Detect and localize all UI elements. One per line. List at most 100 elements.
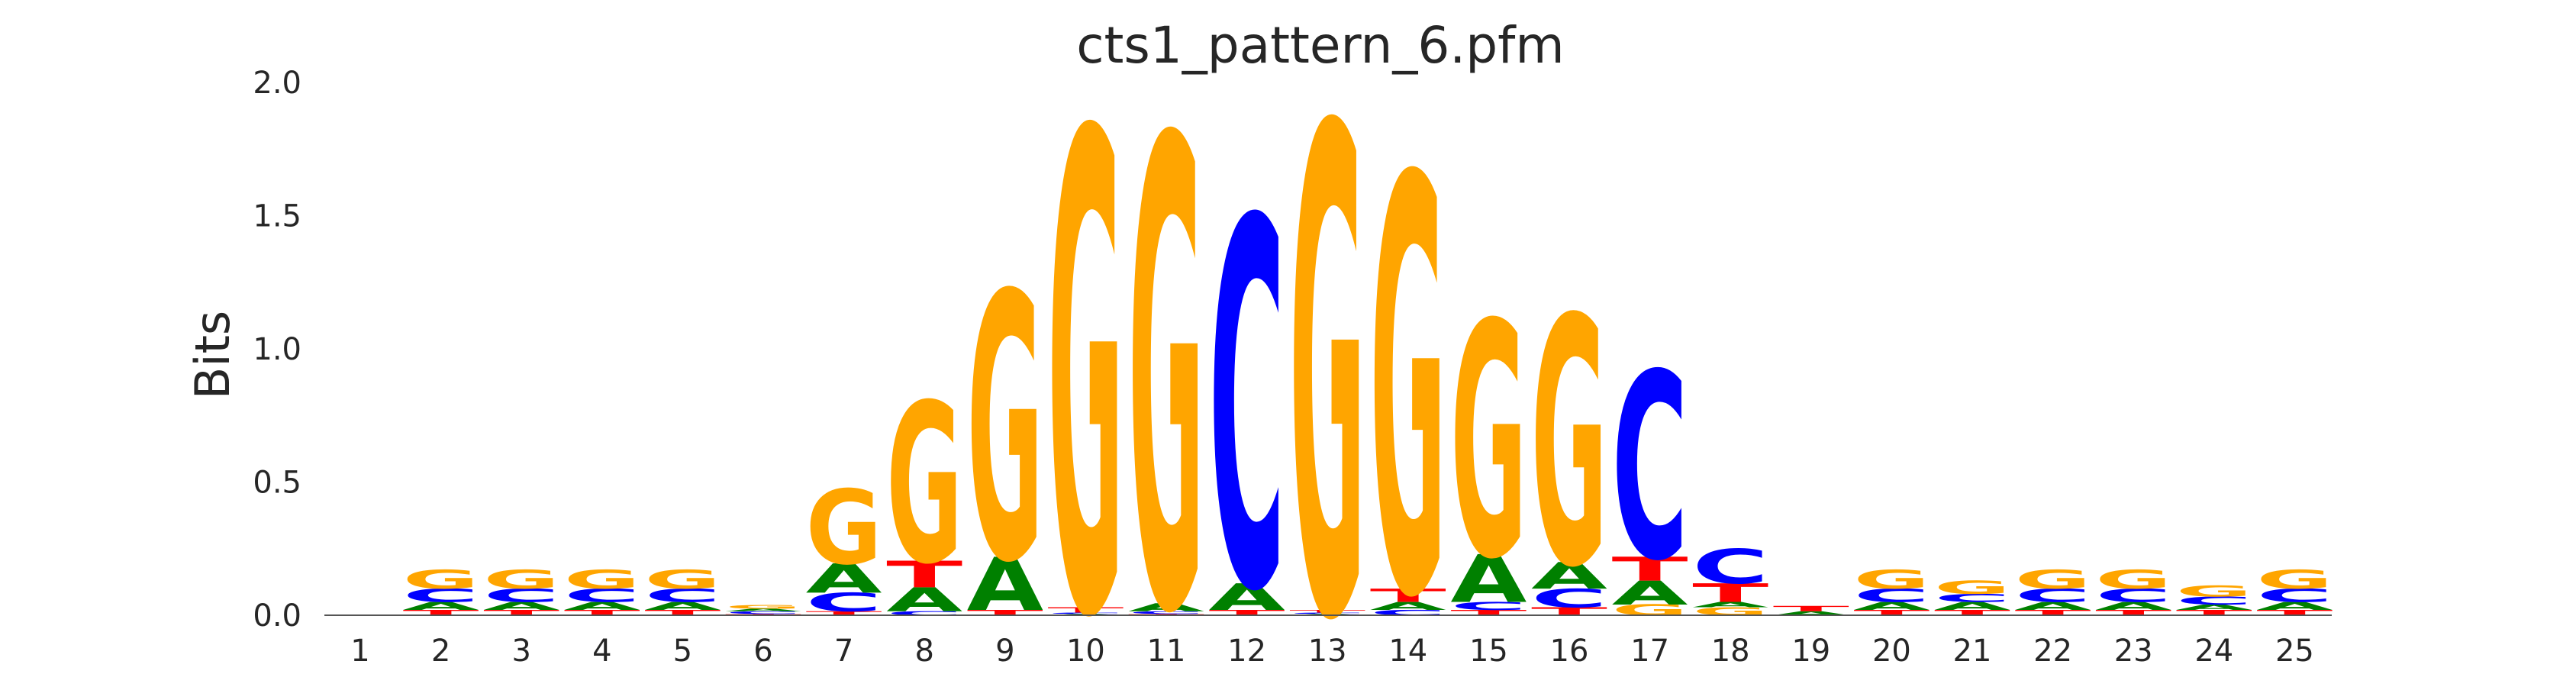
logo-letter-A: A <box>1934 600 2010 613</box>
logo-letter-C: C <box>2095 585 2171 607</box>
logo-letter-A: A <box>1128 602 1204 614</box>
logo-letter-G: G <box>1047 0 1124 687</box>
logo-letter-G: G <box>806 469 882 589</box>
x-tick-label: 13 <box>1308 634 1347 669</box>
logo-letter-A: A <box>1450 541 1527 618</box>
x-tick-label: 14 <box>1388 634 1427 669</box>
x-tick-label: 5 <box>673 634 692 669</box>
logo-letter-T: T <box>2176 608 2252 617</box>
x-tick-label: 6 <box>753 634 772 669</box>
y-axis-label: Bits <box>185 311 240 399</box>
x-tick-label: 20 <box>1872 634 1911 669</box>
x-tick-label: 1 <box>350 634 369 669</box>
logo-letter-C: C <box>2015 585 2091 607</box>
logo-letter-C: C <box>403 585 479 607</box>
logo-letter-C: C <box>1209 117 1285 687</box>
logo-letter-G: G <box>1531 247 1607 642</box>
logo-letter-G: G <box>725 604 801 610</box>
logo-letter-T: T <box>2095 608 2171 617</box>
logo-letter-T: T <box>1773 605 1849 613</box>
logo-letter-A: A <box>644 600 721 613</box>
logo-letter-T: T <box>1692 579 1768 608</box>
logo-letter-C: C <box>2256 585 2333 607</box>
logo-letter-G: G <box>2176 583 2252 600</box>
logo-letter-A: A <box>1209 576 1285 618</box>
logo-letter-A: A <box>2176 603 2252 611</box>
logo-letter-C: C <box>2176 595 2252 608</box>
logo-letter-G: G <box>1289 0 1365 687</box>
logo-letter-T: T <box>886 553 962 596</box>
logo-letter-C: C <box>564 585 640 607</box>
x-tick-label: 19 <box>1791 634 1830 669</box>
logo-letter-T: T <box>483 608 559 617</box>
logo-letter-C: C <box>806 588 882 618</box>
logo-letter-A: A <box>1370 600 1446 613</box>
logo-letter-T: T <box>644 608 721 617</box>
y-tick-label: 1.0 <box>253 332 301 367</box>
x-tick-label: 2 <box>431 634 450 669</box>
logo-letter-C: C <box>1128 611 1204 615</box>
logo-letter-T: T <box>1370 585 1446 606</box>
logo-letter-T: T <box>2015 608 2091 617</box>
logo-letter-A: A <box>886 581 963 619</box>
logo-letter-A: A <box>725 608 801 612</box>
logo-letter-C: C <box>725 611 801 615</box>
logo-letter-T: T <box>1853 608 1930 617</box>
logo-letter-C: C <box>1612 321 1688 618</box>
logo-letter-A: A <box>1692 601 1768 609</box>
logo-letter-T: T <box>1612 550 1688 589</box>
logo-letter-A: A <box>403 600 479 613</box>
logo-letter-A: A <box>564 600 640 613</box>
logo-letter-A: A <box>483 600 559 613</box>
logo-letter-A: A <box>2256 600 2333 613</box>
x-tick-label: 22 <box>2033 634 2072 669</box>
logo-letter-G: G <box>1128 7 1204 687</box>
x-tick-label: 3 <box>511 634 530 669</box>
x-tick-label: 18 <box>1711 634 1750 669</box>
logo-letter-G: G <box>2095 565 2171 595</box>
y-axis-ticks: 0.0 0.5 1.0 1.5 2.0 <box>253 66 301 634</box>
x-tick-label: 8 <box>914 634 933 669</box>
logo-letter-G: G <box>644 565 721 595</box>
logo-letter-C: C <box>1289 612 1365 614</box>
logo-letter-A: A <box>1773 610 1849 616</box>
x-tick-label: 9 <box>995 634 1014 669</box>
logo-letter-C: C <box>1047 612 1124 614</box>
logo-letter-C: C <box>644 585 721 607</box>
logo-letter-G: G <box>967 219 1043 643</box>
logo-letter-A: A <box>2095 600 2171 613</box>
x-tick-label: 17 <box>1630 634 1669 669</box>
logo-letter-T: T <box>1289 609 1365 614</box>
logo-letter-T: T <box>1934 608 2010 617</box>
logo-letter-G: G <box>1934 577 2010 598</box>
y-tick-label: 0.5 <box>253 466 301 501</box>
x-tick-label: 16 <box>1550 634 1589 669</box>
x-tick-label: 25 <box>2275 634 2314 669</box>
logo-letter-T: T <box>1450 608 1527 617</box>
logo-letter-T: T <box>1209 608 1285 617</box>
logo-letter-T: T <box>403 608 479 617</box>
chart-title: cts1_pattern_6.pfm <box>1076 16 1564 75</box>
x-tick-label: 11 <box>1147 634 1186 669</box>
x-tick-label: 24 <box>2194 634 2233 669</box>
x-tick-label: 7 <box>834 634 853 669</box>
logo-letter-T: T <box>1047 606 1124 614</box>
logo-letter-C: C <box>1370 608 1446 617</box>
logo-letter-C: C <box>1934 592 2010 605</box>
x-tick-label: 21 <box>1953 634 1992 669</box>
logo-letter-C: C <box>1692 540 1768 595</box>
logo-letter-G: G <box>1853 565 1930 595</box>
logo-letter-A: A <box>2015 600 2091 613</box>
letter-stacks: TACGTACGTACGTACGTCAGTCAGCATGTAGACTGTCAGT… <box>403 0 2333 687</box>
x-tick-label: 15 <box>1469 634 1508 669</box>
logo-letter-T: T <box>806 610 882 616</box>
logo-letter-A: A <box>967 543 1043 627</box>
logo-letter-T: T <box>967 608 1043 617</box>
y-tick-label: 1.5 <box>253 199 301 234</box>
x-tick-label: 12 <box>1227 634 1266 669</box>
y-tick-label: 0.0 <box>253 598 301 634</box>
y-tick-label: 2.0 <box>253 66 301 101</box>
logo-letter-G: G <box>2256 565 2333 595</box>
logo-letter-A: A <box>1853 600 1930 613</box>
